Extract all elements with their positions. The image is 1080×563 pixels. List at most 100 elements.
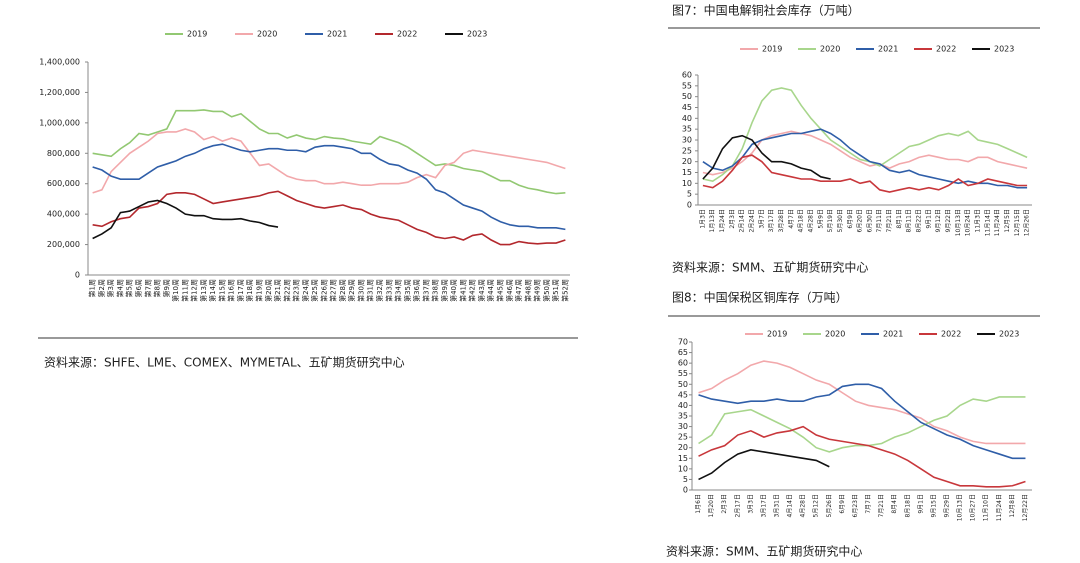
legend-label: 2023 <box>999 330 1019 339</box>
series-line <box>702 134 831 180</box>
y-tick-label: 35 <box>682 125 692 134</box>
x-tick-label: 第19周 <box>254 279 263 302</box>
x-tick-label: 第47周 <box>514 279 523 302</box>
legend-label: 2023 <box>467 30 487 39</box>
y-tick-label: 15 <box>682 168 692 177</box>
x-tick-label: 第44周 <box>486 279 495 302</box>
x-tick-label: 2月24日 <box>749 209 756 232</box>
x-tick-label: 1月20日 <box>708 494 715 517</box>
y-tick-label: 35 <box>678 412 688 421</box>
x-tick-label: 第17周 <box>236 279 245 302</box>
x-tick-label: 9月12日 <box>935 209 942 232</box>
x-tick-label: 10月13日 <box>957 494 964 521</box>
x-tick-label: 1月3日 <box>699 209 706 229</box>
x-tick-label: 12月5日 <box>1004 209 1011 232</box>
y-tick-label: 60 <box>678 359 688 368</box>
legend-label: 2021 <box>327 30 347 39</box>
source-note: 资料来源：SHFE、LME、COMEX、MYMETAL、五矿期货研究中心 <box>44 355 405 370</box>
x-tick-label: 第2周 <box>97 279 106 297</box>
x-tick-label: 第15周 <box>217 279 226 302</box>
y-tick-label: 15 <box>678 454 688 463</box>
source-note: 资料来源：SMM、五矿期货研究中心 <box>666 544 862 559</box>
x-tick-label: 2月14日 <box>739 209 746 232</box>
y-tick-label: 30 <box>682 136 692 145</box>
y-tick-label: 60 <box>682 71 692 80</box>
x-tick-label: 11月24日 <box>994 209 1001 236</box>
legend-label: 2020 <box>257 30 277 39</box>
x-tick-label: 3月17日 <box>768 209 775 232</box>
x-tick-label: 第36周 <box>412 279 421 302</box>
y-tick-label: 10 <box>682 179 692 188</box>
x-tick-label: 5月12日 <box>813 494 820 517</box>
x-tick-label: 4月14日 <box>787 494 794 517</box>
y-tick-label: 40 <box>682 114 692 123</box>
x-tick-label: 10月27日 <box>970 494 977 521</box>
x-tick-label: 第33周 <box>384 279 393 302</box>
x-tick-label: 6月9日 <box>839 494 846 514</box>
x-tick-label: 第6周 <box>134 279 143 297</box>
x-tick-label: 第31周 <box>366 279 375 302</box>
x-tick-label: 第30周 <box>356 279 365 302</box>
series-line <box>92 109 566 195</box>
x-tick-label: 11月24日 <box>996 494 1003 521</box>
x-tick-label: 第32周 <box>375 279 384 302</box>
x-tick-label: 第20周 <box>264 279 273 302</box>
legend-label: 2022 <box>941 330 961 339</box>
x-tick-label: 1月24日 <box>719 209 726 232</box>
y-tick-label: 1,400,000 <box>39 58 80 67</box>
y-tick-label: 10 <box>678 464 688 473</box>
y-tick-label: 45 <box>678 390 688 399</box>
chart-title: 图7：中国电解铜社会库存（万吨） <box>672 3 860 18</box>
series-line <box>92 128 566 194</box>
x-tick-label: 6月9日 <box>847 209 854 229</box>
y-tick-label: 0 <box>75 271 80 280</box>
x-tick-label: 9月22日 <box>945 209 952 232</box>
x-tick-label: 9月15日 <box>930 494 937 517</box>
x-tick-label: 第43周 <box>477 279 486 302</box>
y-tick-label: 20 <box>682 157 692 166</box>
x-tick-label: 9月29日 <box>944 494 951 517</box>
series-line <box>698 396 1026 453</box>
x-tick-label: 第41周 <box>458 279 467 302</box>
x-tick-label: 4月7日 <box>788 209 795 229</box>
y-tick-label: 0 <box>683 486 688 495</box>
x-tick-label: 第25周 <box>310 279 319 302</box>
x-tick-label: 8月11日 <box>906 209 913 232</box>
x-tick-label: 第46周 <box>505 279 514 302</box>
series-line <box>698 383 1026 460</box>
series-line <box>92 143 566 231</box>
series-line <box>92 190 566 246</box>
x-tick-label: 第7周 <box>143 279 152 297</box>
x-tick-label: 第10周 <box>171 279 180 302</box>
x-tick-label: 第23周 <box>292 279 301 302</box>
x-tick-label: 10月24日 <box>965 209 972 236</box>
legend-label: 2020 <box>825 330 845 339</box>
x-tick-label: 第29周 <box>347 279 356 302</box>
x-tick-label: 第18周 <box>245 279 254 302</box>
x-tick-label: 8月4日 <box>891 494 898 514</box>
y-tick-label: 200,000 <box>47 240 80 249</box>
x-tick-label: 5月26日 <box>826 494 833 517</box>
y-tick-label: 30 <box>678 422 688 431</box>
y-tick-label: 20 <box>678 443 688 452</box>
x-tick-label: 第16周 <box>227 279 236 302</box>
series-line <box>702 128 1028 189</box>
legend-label: 2021 <box>878 45 898 54</box>
x-tick-label: 3月17日 <box>760 494 767 517</box>
y-tick-label: 70 <box>678 338 688 347</box>
x-tick-label: 第1周 <box>88 279 97 297</box>
x-tick-label: 第3周 <box>106 279 115 297</box>
legend-label: 2019 <box>762 45 782 54</box>
x-tick-label: 第12周 <box>190 279 199 302</box>
y-tick-label: 65 <box>678 348 688 357</box>
series-line <box>698 449 830 481</box>
x-tick-label: 第14周 <box>208 279 217 302</box>
x-tick-label: 第4周 <box>115 279 124 297</box>
y-tick-label: 50 <box>682 92 692 101</box>
x-tick-label: 第52周 <box>560 279 569 302</box>
x-tick-label: 7月7日 <box>865 494 872 514</box>
x-tick-label: 2月3日 <box>721 494 728 514</box>
x-tick-label: 5月19日 <box>827 209 834 232</box>
y-tick-label: 55 <box>678 369 688 378</box>
